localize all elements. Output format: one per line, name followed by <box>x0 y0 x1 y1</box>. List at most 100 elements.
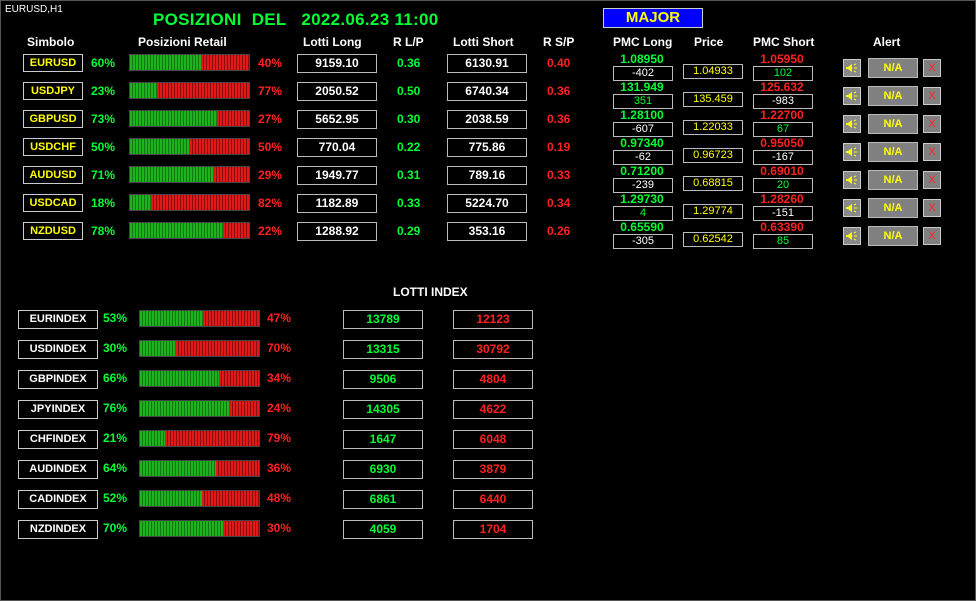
index-long-percent: 66% <box>103 371 128 385</box>
pmc-short-diff: -151 <box>753 206 813 221</box>
index-short-percent: 30% <box>267 521 292 535</box>
long-bar-fill <box>130 223 223 238</box>
index-long-percent: 64% <box>103 461 128 475</box>
retail-position-bar <box>129 222 250 239</box>
ratio-lp-value: 0.30 <box>397 112 421 126</box>
index-lots-short: 3879 <box>453 460 533 479</box>
alert-close-button[interactable]: X <box>923 171 941 189</box>
alert-bell-icon[interactable] <box>843 227 861 245</box>
header-lots-long: Lotti Long <box>303 35 362 49</box>
alert-status-button[interactable]: N/A <box>868 170 918 190</box>
symbol-button[interactable]: EURUSD <box>23 54 83 72</box>
price-value: 1.29774 <box>683 204 743 219</box>
pmc-long-value: 0.97340 <box>620 136 664 150</box>
alert-close-button[interactable]: X <box>923 143 941 161</box>
index-lots-short: 6048 <box>453 430 533 449</box>
alert-status-button[interactable]: N/A <box>868 142 918 162</box>
index-short-percent: 34% <box>267 371 292 385</box>
index-position-bar <box>139 520 260 537</box>
header-lots-short: Lotti Short <box>453 35 514 49</box>
alert-bell-icon[interactable] <box>843 87 861 105</box>
short-bar-fill <box>201 491 259 506</box>
index-long-percent: 52% <box>103 491 128 505</box>
lots-short-value: 5224.70 <box>447 194 527 213</box>
header-symbol: Simbolo <box>27 35 75 49</box>
index-symbol-button[interactable]: CHFINDEX <box>18 430 98 449</box>
short-bar-fill <box>175 341 259 356</box>
long-bar-fill <box>140 371 219 386</box>
index-lots-short: 6440 <box>453 490 533 509</box>
short-percent: 27% <box>258 112 283 126</box>
short-bar-fill <box>223 521 259 536</box>
symbol-button[interactable]: USDJPY <box>23 82 83 100</box>
lots-long-value: 2050.52 <box>297 82 377 101</box>
index-symbol-button[interactable]: EURINDEX <box>18 310 98 329</box>
header-retail: Posizioni Retail <box>138 35 227 49</box>
symbol-button[interactable]: USDCHF <box>23 138 83 156</box>
alert-status-button[interactable]: N/A <box>868 86 918 106</box>
long-percent: 23% <box>91 84 116 98</box>
index-position-bar <box>139 460 260 477</box>
alert-bell-icon[interactable] <box>843 171 861 189</box>
index-lots-short: 30792 <box>453 340 533 359</box>
short-percent: 82% <box>258 196 283 210</box>
alert-close-button[interactable]: X <box>923 227 941 245</box>
pmc-short-value: 0.63390 <box>760 220 804 234</box>
index-short-percent: 36% <box>267 461 292 475</box>
pmc-long-diff: -402 <box>613 66 673 81</box>
symbol-button[interactable]: NZDUSD <box>23 222 83 240</box>
header-alert: Alert <box>873 35 901 49</box>
retail-position-bar <box>129 110 250 127</box>
short-bar-fill <box>222 223 249 238</box>
lotti-index-title: LOTTI INDEX <box>393 285 468 299</box>
index-long-percent: 30% <box>103 341 128 355</box>
alert-close-button[interactable]: X <box>923 59 941 77</box>
long-bar-fill <box>130 195 152 210</box>
index-position-bar <box>139 310 260 327</box>
index-symbol-button[interactable]: CADINDEX <box>18 490 98 509</box>
index-symbol-button[interactable]: NZDINDEX <box>18 520 98 539</box>
index-lots-short: 12123 <box>453 310 533 329</box>
pmc-long-value: 1.29730 <box>620 192 664 206</box>
pmc-short-diff: 85 <box>753 234 813 249</box>
index-symbol-button[interactable]: USDINDEX <box>18 340 98 359</box>
pmc-long-diff: -305 <box>613 234 673 249</box>
lots-short-value: 789.16 <box>447 166 527 185</box>
alert-status-button[interactable]: N/A <box>868 58 918 78</box>
lots-short-value: 2038.59 <box>447 110 527 129</box>
symbol-button[interactable]: GBPUSD <box>23 110 83 128</box>
pmc-long-value: 0.71200 <box>620 164 664 178</box>
retail-position-bar <box>129 82 250 99</box>
price-value: 1.22033 <box>683 120 743 135</box>
symbol-button[interactable]: AUDUSD <box>23 166 83 184</box>
header-price: Price <box>694 35 724 49</box>
ratio-lp-value: 0.36 <box>397 56 421 70</box>
index-short-percent: 47% <box>267 311 292 325</box>
long-bar-fill <box>140 491 202 506</box>
ratio-sp-value: 0.36 <box>547 84 571 98</box>
long-percent: 60% <box>91 56 116 70</box>
alert-status-button[interactable]: N/A <box>868 226 918 246</box>
alert-bell-icon[interactable] <box>843 199 861 217</box>
alert-bell-icon[interactable] <box>843 115 861 133</box>
alert-bell-icon[interactable] <box>843 143 861 161</box>
index-symbol-button[interactable]: GBPINDEX <box>18 370 98 389</box>
pmc-short-diff: -167 <box>753 150 813 165</box>
alert-bell-icon[interactable] <box>843 59 861 77</box>
index-symbol-button[interactable]: JPYINDEX <box>18 400 98 419</box>
symbol-button[interactable]: USDCAD <box>23 194 83 212</box>
short-bar-fill <box>203 311 259 326</box>
short-bar-fill <box>218 371 259 386</box>
index-position-bar <box>139 490 260 507</box>
index-symbol-button[interactable]: AUDINDEX <box>18 460 98 479</box>
alert-close-button[interactable]: X <box>923 199 941 217</box>
long-bar-fill <box>140 401 231 416</box>
short-percent: 50% <box>258 140 283 154</box>
alert-close-button[interactable]: X <box>923 87 941 105</box>
ratio-sp-value: 0.33 <box>547 168 571 182</box>
major-button[interactable]: MAJOR <box>603 8 703 28</box>
alert-status-button[interactable]: N/A <box>868 114 918 134</box>
alert-status-button[interactable]: N/A <box>868 198 918 218</box>
alert-close-button[interactable]: X <box>923 115 941 133</box>
long-percent: 50% <box>91 140 116 154</box>
